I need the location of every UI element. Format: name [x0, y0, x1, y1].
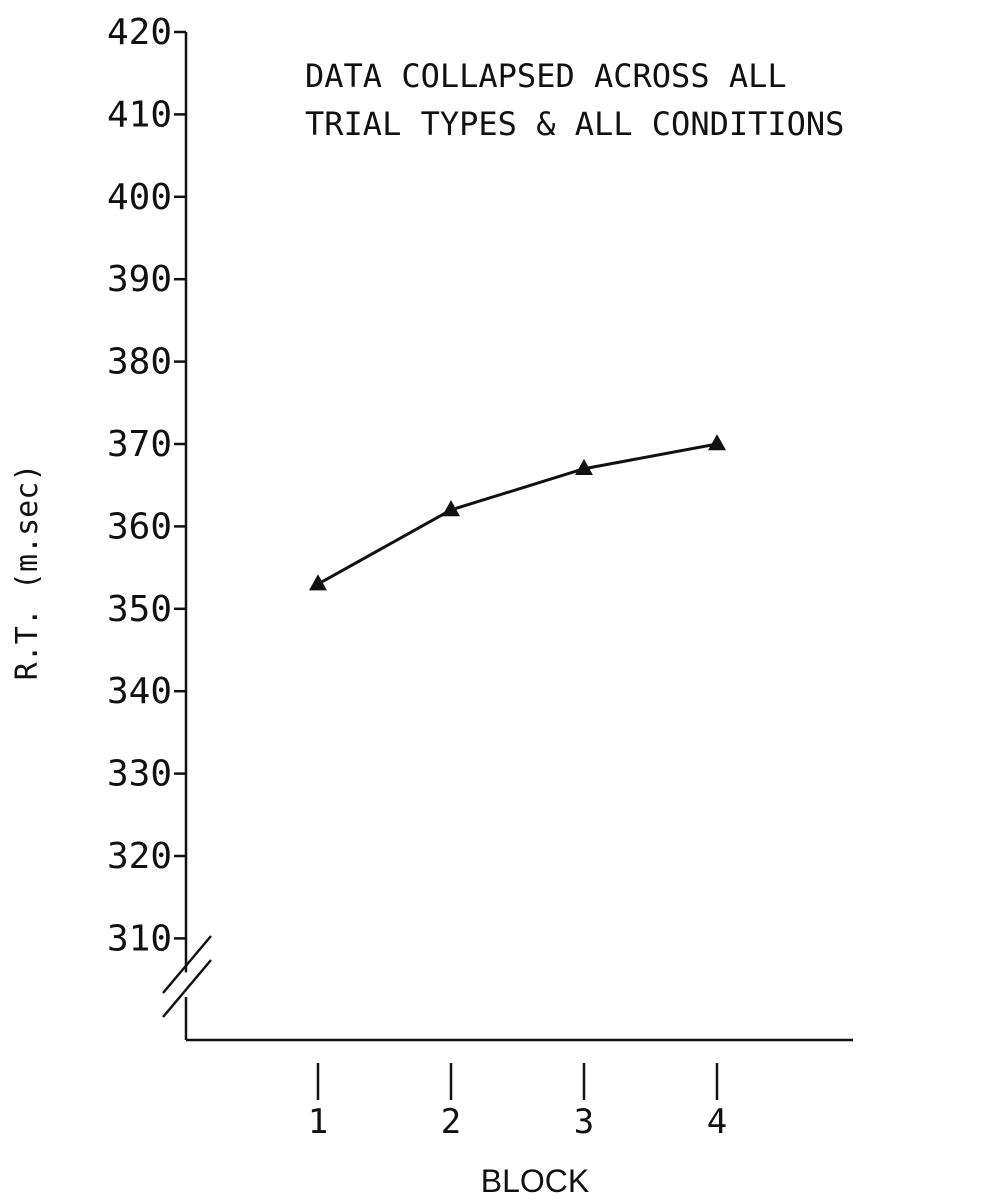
y-tick-label-370: 370	[107, 424, 172, 465]
axis-break-mark-upper	[162, 935, 212, 994]
data-point-block-2	[442, 500, 460, 517]
axis-break-mark-lower	[162, 959, 212, 1018]
x-tick-label-3: 3	[574, 1102, 594, 1142]
y-tick-label-400: 400	[107, 177, 172, 218]
y-tick-label-410: 410	[107, 94, 172, 135]
data-point-block-4	[708, 434, 726, 451]
series-layer	[309, 434, 726, 591]
y-axis-label: R.T. (m.sec)	[10, 464, 45, 681]
data-point-block-1	[309, 574, 327, 591]
series-line-0	[317, 442, 718, 586]
y-tick-label-340: 340	[107, 671, 172, 712]
x-tick-label-4: 4	[707, 1102, 727, 1142]
x-tick-label-2: 2	[441, 1102, 461, 1142]
y-tick-label-350: 350	[107, 589, 172, 630]
y-tick-label-390: 390	[107, 259, 172, 300]
y-tick-label-310: 310	[107, 918, 172, 959]
y-tick-label-420: 420	[107, 12, 172, 53]
data-point-block-3	[575, 458, 593, 476]
y-axis: 310 320 330 340 350 360 370 380 390 400 410 420	[107, 12, 212, 1040]
y-tick-label-380: 380	[107, 342, 172, 383]
x-axis-label: BLOCK	[481, 1163, 589, 1199]
chart-title-line-2: TRIAL TYPES & ALL CONDITIONS	[305, 105, 844, 143]
x-axis: 1 2 3 4	[186, 1038, 853, 1142]
x-tick-label-1: 1	[308, 1102, 328, 1142]
y-tick-label-360: 360	[107, 506, 172, 547]
y-tick-label-330: 330	[107, 754, 172, 795]
chart-title-line-1: DATA COLLAPSED ACROSS ALL	[305, 57, 787, 95]
y-tick-label-320: 320	[107, 836, 172, 877]
